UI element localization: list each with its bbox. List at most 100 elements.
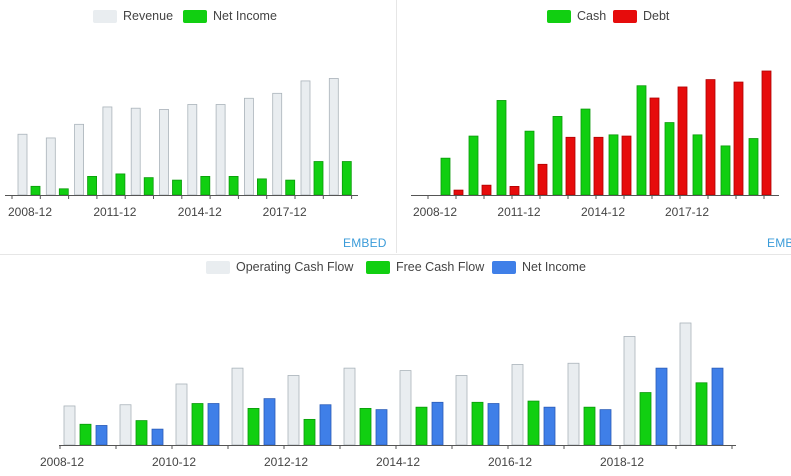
- bar-net-income-2016-12[interactable]: [256, 178, 267, 196]
- bar-operating-cash-flow-2012-12[interactable]: [287, 375, 300, 446]
- bar-net-income-2018-12[interactable]: [313, 161, 324, 196]
- bar-revenue-2019-12[interactable]: [328, 78, 339, 196]
- bar-debt-2018-12[interactable]: [733, 81, 744, 196]
- bar-cash-2016-12[interactable]: [664, 122, 675, 196]
- bar-free-cash-flow-2018-12[interactable]: [639, 392, 652, 446]
- bar-net-income-2011-12[interactable]: [115, 173, 126, 196]
- bar-free-cash-flow-2019-12[interactable]: [695, 382, 708, 446]
- bar-net-income-2008-12[interactable]: [30, 185, 41, 196]
- bar-revenue-2011-12[interactable]: [102, 106, 113, 196]
- bar-net-income-2008-12[interactable]: [95, 425, 108, 446]
- embed-link-right[interactable]: EMBED: [767, 236, 791, 250]
- bar-debt-2017-12[interactable]: [705, 79, 716, 196]
- bar-net-income-2017-12[interactable]: [599, 409, 612, 446]
- bar-free-cash-flow-2009-12[interactable]: [135, 420, 148, 446]
- bar-revenue-2018-12[interactable]: [300, 80, 311, 196]
- legend-label-revenue[interactable]: Revenue: [123, 9, 173, 23]
- bar-revenue-2015-12[interactable]: [215, 104, 226, 196]
- bar-operating-cash-flow-2011-12[interactable]: [231, 367, 244, 446]
- legend-label-net-income[interactable]: Net Income: [522, 260, 586, 274]
- bar-net-income-2016-12[interactable]: [543, 406, 556, 446]
- bar-cash-2018-12[interactable]: [720, 145, 731, 196]
- bar-revenue-2012-12[interactable]: [130, 107, 141, 196]
- legend-label-net-income[interactable]: Net Income: [213, 9, 277, 23]
- legend-label-cash[interactable]: Cash: [577, 9, 606, 23]
- legend-swatch-net-income[interactable]: [183, 10, 207, 23]
- bar-free-cash-flow-2016-12[interactable]: [527, 400, 540, 446]
- bar-operating-cash-flow-2014-12[interactable]: [399, 370, 412, 446]
- bar-net-income-2015-12[interactable]: [487, 403, 500, 446]
- legend-label-operating-cash-flow[interactable]: Operating Cash Flow: [236, 260, 354, 274]
- bar-net-income-2014-12[interactable]: [431, 401, 444, 446]
- bar-net-income-2014-12[interactable]: [200, 175, 211, 196]
- bar-cash-2015-12[interactable]: [636, 85, 647, 196]
- bar-operating-cash-flow-2015-12[interactable]: [455, 375, 468, 446]
- bar-cash-2017-12[interactable]: [692, 134, 703, 196]
- bar-cash-2014-12[interactable]: [608, 134, 619, 196]
- bar-cash-2010-12[interactable]: [496, 100, 507, 196]
- bar-operating-cash-flow-2017-12[interactable]: [567, 362, 580, 446]
- bar-operating-cash-flow-2010-12[interactable]: [175, 383, 188, 446]
- bar-net-income-2011-12[interactable]: [263, 398, 276, 446]
- bar-cash-2011-12[interactable]: [524, 130, 535, 196]
- bar-debt-2013-12[interactable]: [593, 136, 604, 196]
- bar-operating-cash-flow-2016-12[interactable]: [511, 364, 524, 446]
- legend-swatch-net-income[interactable]: [492, 261, 516, 274]
- bar-net-income-2018-12[interactable]: [655, 367, 668, 446]
- bar-free-cash-flow-2017-12[interactable]: [583, 406, 596, 446]
- bar-free-cash-flow-2013-12[interactable]: [359, 407, 372, 446]
- bar-operating-cash-flow-2008-12[interactable]: [63, 405, 76, 446]
- bar-net-income-2019-12[interactable]: [711, 367, 724, 446]
- bar-revenue-2017-12[interactable]: [272, 92, 283, 196]
- bar-cash-2019-12[interactable]: [748, 138, 759, 196]
- legend-swatch-revenue[interactable]: [93, 10, 117, 23]
- bar-free-cash-flow-2015-12[interactable]: [471, 401, 484, 446]
- embed-link-left[interactable]: EMBED: [343, 236, 387, 250]
- legend-label-debt[interactable]: Debt: [643, 9, 670, 23]
- bar-operating-cash-flow-2013-12[interactable]: [343, 367, 356, 446]
- legend-swatch-operating-cash-flow[interactable]: [206, 261, 230, 274]
- legend-swatch-free-cash-flow[interactable]: [366, 261, 390, 274]
- bar-net-income-2012-12[interactable]: [319, 404, 332, 446]
- bar-net-income-2009-12[interactable]: [151, 428, 164, 446]
- bar-debt-2016-12[interactable]: [677, 86, 688, 196]
- bar-free-cash-flow-2012-12[interactable]: [303, 418, 316, 446]
- bar-debt-2008-12[interactable]: [453, 189, 464, 196]
- bar-cash-2013-12[interactable]: [580, 108, 591, 196]
- legend-label-free-cash-flow[interactable]: Free Cash Flow: [396, 260, 485, 274]
- bar-revenue-2013-12[interactable]: [159, 109, 169, 196]
- bar-debt-2014-12[interactable]: [621, 135, 632, 196]
- bar-operating-cash-flow-2009-12[interactable]: [119, 404, 132, 446]
- bar-free-cash-flow-2014-12[interactable]: [415, 406, 428, 446]
- bar-net-income-2013-12[interactable]: [375, 409, 388, 446]
- bar-net-income-2015-12[interactable]: [228, 175, 239, 196]
- bar-operating-cash-flow-2018-12[interactable]: [623, 336, 636, 446]
- bar-revenue-2009-12[interactable]: [45, 137, 56, 196]
- bar-net-income-2017-12[interactable]: [285, 179, 296, 196]
- bar-revenue-2014-12[interactable]: [187, 104, 198, 196]
- bar-net-income-2013-12[interactable]: [172, 179, 182, 196]
- bar-operating-cash-flow-2019-12[interactable]: [679, 322, 692, 446]
- bar-net-income-2010-12[interactable]: [207, 403, 220, 446]
- bar-free-cash-flow-2011-12[interactable]: [247, 407, 260, 446]
- bar-free-cash-flow-2010-12[interactable]: [191, 403, 204, 446]
- bar-net-income-2009-12[interactable]: [58, 188, 69, 196]
- bar-free-cash-flow-2008-12[interactable]: [79, 423, 92, 446]
- bar-debt-2015-12[interactable]: [649, 97, 660, 196]
- bar-revenue-2016-12[interactable]: [243, 97, 254, 196]
- bar-revenue-2010-12[interactable]: [74, 123, 84, 196]
- bar-debt-2019-12[interactable]: [761, 70, 772, 196]
- bar-net-income-2019-12[interactable]: [341, 161, 352, 196]
- bar-revenue-2008-12[interactable]: [17, 133, 28, 196]
- bar-debt-2009-12[interactable]: [481, 184, 492, 196]
- bar-net-income-2012-12[interactable]: [143, 177, 154, 196]
- bar-net-income-2010-12[interactable]: [87, 175, 97, 196]
- bar-cash-2012-12[interactable]: [552, 116, 563, 196]
- bar-cash-2009-12[interactable]: [468, 135, 479, 196]
- legend-swatch-cash[interactable]: [547, 10, 571, 23]
- legend-swatch-debt[interactable]: [613, 10, 637, 23]
- bar-cash-2008-12[interactable]: [440, 157, 451, 196]
- bar-debt-2012-12[interactable]: [565, 136, 576, 196]
- bar-debt-2011-12[interactable]: [537, 163, 548, 196]
- bar-debt-2010-12[interactable]: [509, 186, 520, 196]
